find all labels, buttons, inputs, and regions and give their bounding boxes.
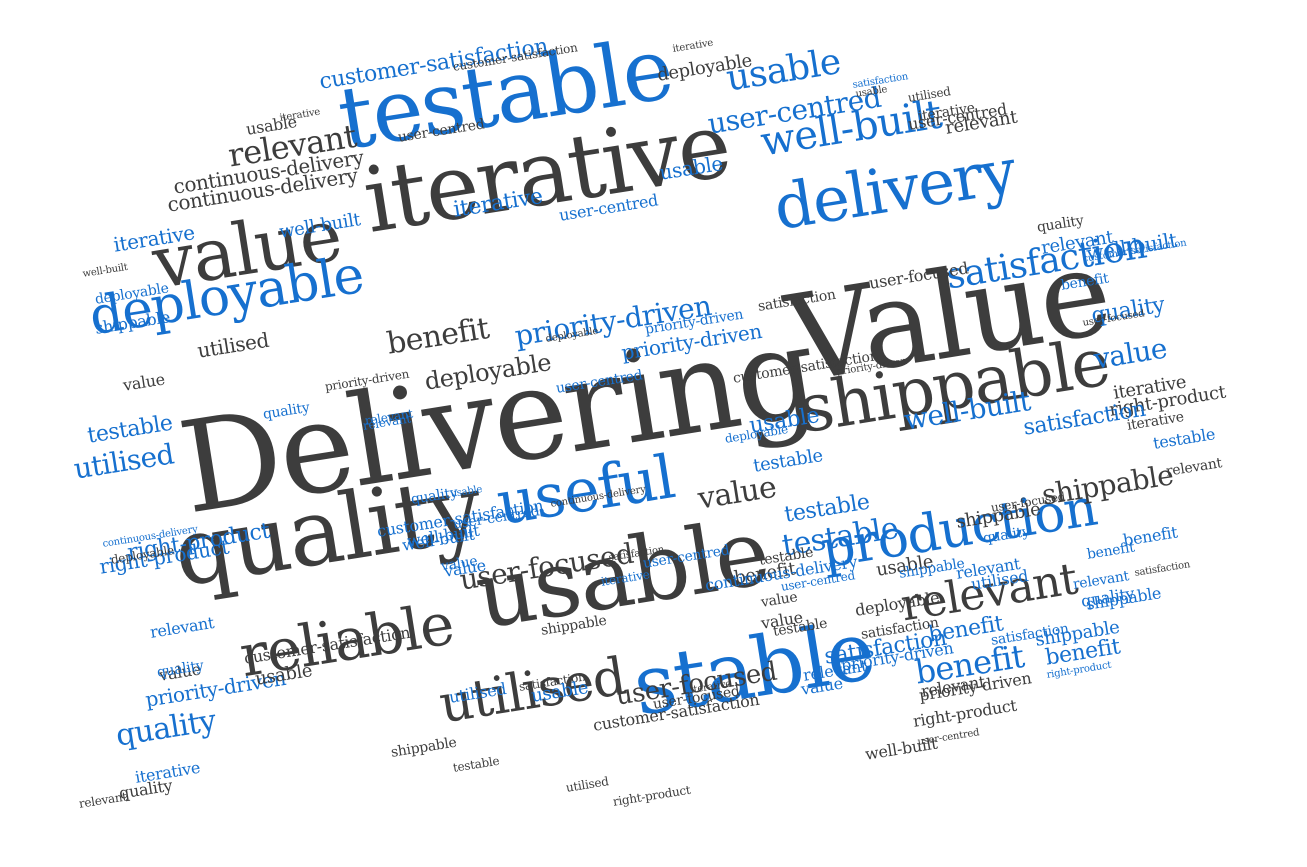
cloud-word: well-built — [81, 261, 129, 280]
cloud-word: utilised — [195, 327, 271, 363]
cloud-word: value — [695, 469, 779, 517]
cloud-word: relevant — [1164, 455, 1224, 480]
cloud-word: satisfaction — [1133, 559, 1191, 579]
cloud-word: relevant — [148, 612, 216, 642]
cloud-word: utilised — [564, 774, 610, 795]
cloud-word: utilised — [71, 437, 177, 486]
cloud-word: relevant — [77, 789, 128, 811]
cloud-word: shippable — [389, 734, 458, 761]
cloud-word: value — [121, 369, 167, 395]
cloud-word: quality — [113, 703, 219, 754]
cloud-word: testable — [1151, 424, 1217, 453]
cloud-word: utilised — [906, 84, 952, 105]
cloud-word: iterative — [278, 106, 321, 124]
cloud-word: right-product — [611, 782, 692, 809]
cloud-word: value — [1091, 331, 1170, 376]
cloud-word: benefit — [1085, 539, 1136, 563]
cloud-word: testable — [451, 753, 501, 775]
cloud-word: iterative — [671, 37, 714, 55]
cloud-word: value — [759, 589, 799, 611]
cloud-word: user-centred — [916, 727, 981, 748]
